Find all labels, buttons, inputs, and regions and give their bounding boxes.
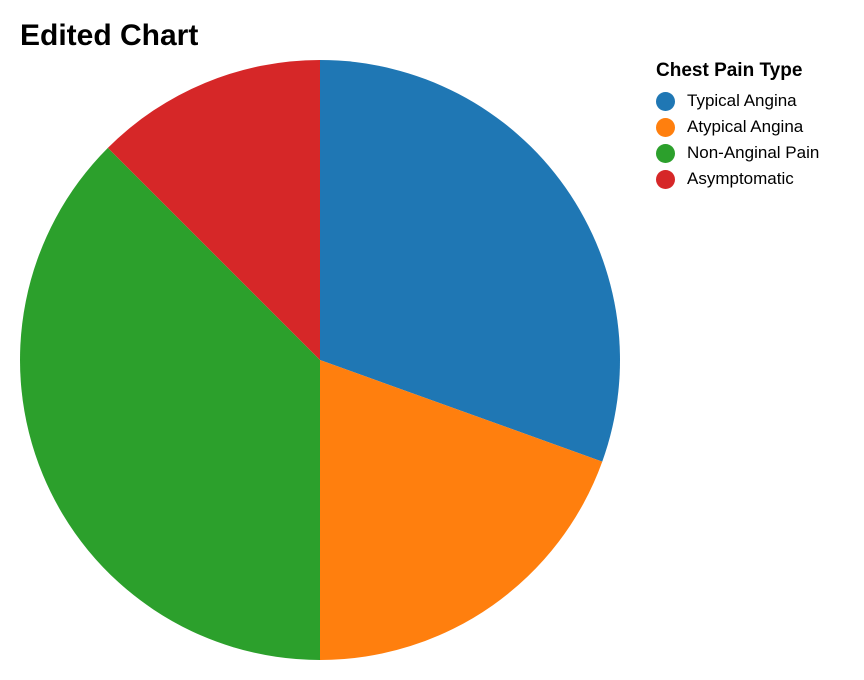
legend-label: Typical Angina [687,91,797,110]
legend-swatch-non-anginal-pain [656,143,675,163]
legend-swatch-asymptomatic [656,169,675,189]
pie-slice-asymptomatic[interactable] [107,60,321,360]
legend-label: Atypical Angina [687,117,804,136]
legend-item-atypical-angina[interactable]: Atypical Angina [656,114,819,140]
legend-title: Chest Pain Type [656,60,803,81]
legend-label: Asymptomatic [687,169,794,188]
pie-slices [20,60,620,660]
pie-slice-atypical-angina[interactable] [320,360,603,660]
legend-label: Non-Anginal Pain [687,143,820,162]
legend-item-typical-angina[interactable]: Typical Angina [656,88,819,114]
legend-item-non-anginal-pain[interactable]: Non-Anginal Pain [656,140,819,166]
pie-slice-typical-angina[interactable] [320,60,620,462]
legend-swatch-atypical-angina [656,117,675,137]
legend-item-asymptomatic[interactable]: Asymptomatic [656,166,819,192]
legend-swatch-typical-angina [656,91,675,111]
pie-slice-non-anginal-pain[interactable] [20,147,320,660]
chart-title: Edited Chart [20,19,199,52]
legend: Chest Pain Type Typical Angina Atypical … [656,58,819,192]
